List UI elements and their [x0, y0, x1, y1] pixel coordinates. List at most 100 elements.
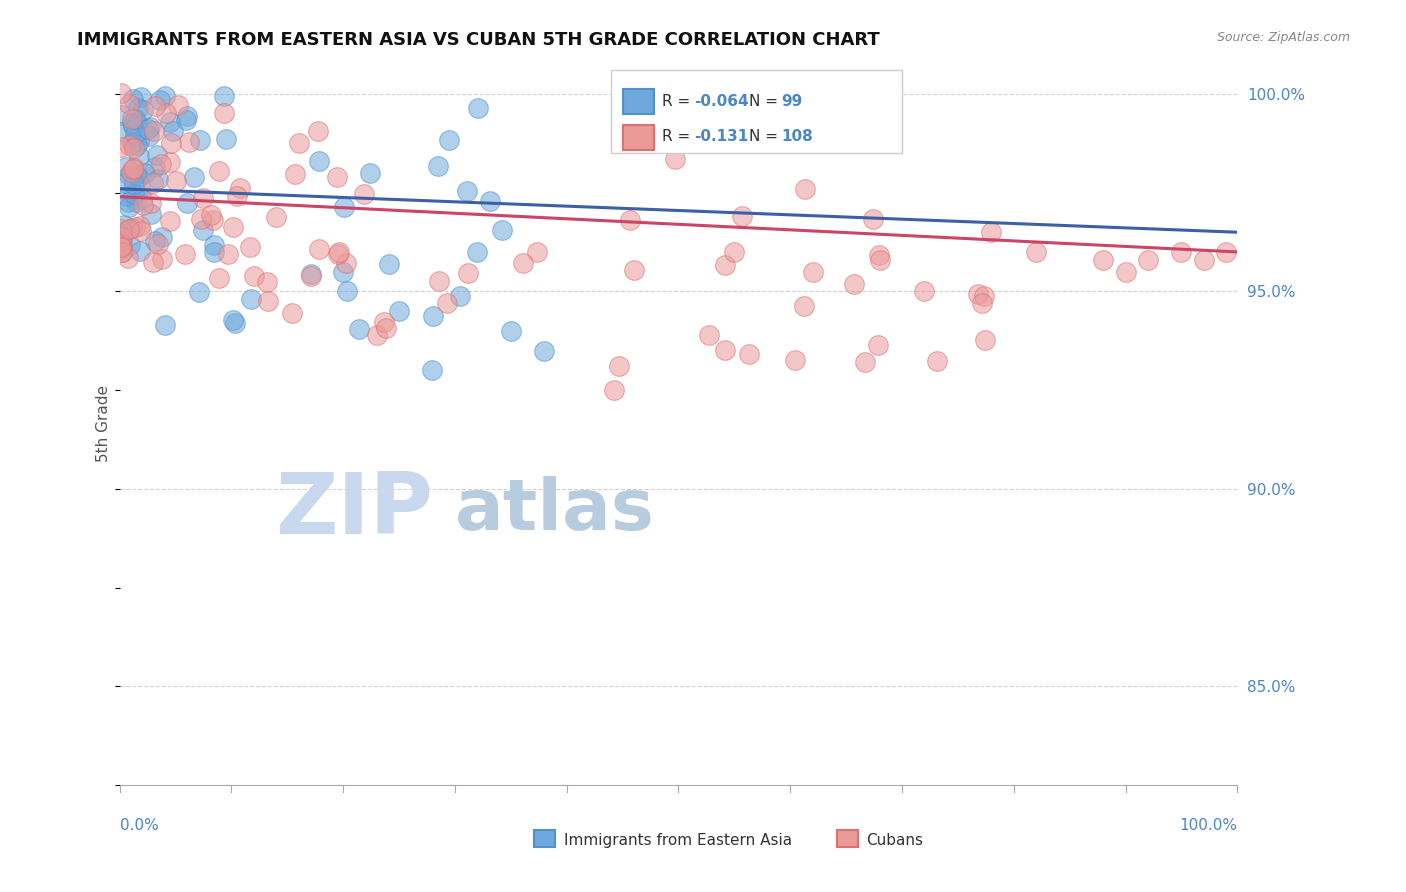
- Point: [129, 244, 152, 258]
- Point: [200, 208, 222, 222]
- Point: [927, 354, 949, 368]
- Text: -0.064: -0.064: [695, 94, 749, 109]
- Point: [117, 252, 139, 266]
- Point: [307, 123, 329, 137]
- Point: [150, 230, 173, 244]
- Point: [973, 289, 995, 303]
- Point: [121, 119, 143, 133]
- Point: [326, 247, 349, 261]
- Point: [117, 138, 139, 153]
- Point: [121, 136, 143, 150]
- Point: [226, 188, 249, 202]
- Point: [1092, 252, 1115, 267]
- Point: [128, 219, 150, 233]
- Point: [115, 224, 138, 238]
- Point: [427, 274, 450, 288]
- Point: [467, 101, 489, 115]
- Point: [159, 155, 181, 169]
- Point: [974, 333, 997, 347]
- Point: [176, 109, 198, 123]
- Point: [373, 315, 395, 329]
- Point: [422, 363, 444, 377]
- Point: [143, 99, 166, 113]
- Point: [162, 123, 184, 137]
- Point: [160, 136, 183, 150]
- Point: [603, 383, 626, 397]
- Point: [145, 160, 167, 174]
- Point: [143, 234, 166, 248]
- Point: [801, 265, 824, 279]
- Point: [1215, 244, 1237, 259]
- Point: [128, 135, 150, 149]
- Point: [127, 101, 149, 115]
- Point: [110, 221, 132, 235]
- Point: [326, 169, 349, 184]
- Point: [142, 124, 165, 138]
- Point: [465, 244, 488, 259]
- Point: [127, 116, 149, 130]
- Text: Cubans: Cubans: [866, 833, 924, 847]
- Point: [121, 116, 143, 130]
- Point: [714, 258, 737, 272]
- Point: [120, 165, 142, 179]
- Point: [374, 321, 396, 335]
- Point: [142, 255, 165, 269]
- Point: [714, 343, 737, 357]
- Point: [142, 176, 165, 190]
- Point: [129, 90, 152, 104]
- Point: [136, 121, 159, 136]
- Point: [208, 163, 231, 178]
- Point: [117, 194, 139, 209]
- Point: [1192, 252, 1215, 267]
- Point: [288, 136, 311, 150]
- Point: [842, 277, 865, 291]
- Point: [125, 168, 148, 182]
- Point: [1170, 244, 1192, 259]
- Point: [146, 237, 169, 252]
- Point: [332, 200, 354, 214]
- Point: [131, 223, 153, 237]
- Point: [868, 338, 890, 352]
- Point: [115, 161, 138, 175]
- Point: [128, 149, 150, 163]
- Point: [264, 210, 287, 224]
- Point: [118, 221, 141, 235]
- Point: [623, 263, 645, 277]
- Point: [159, 214, 181, 228]
- Point: [308, 242, 330, 256]
- Point: [284, 167, 307, 181]
- Point: [664, 153, 686, 167]
- Text: -0.131: -0.131: [695, 128, 748, 144]
- Point: [110, 125, 132, 139]
- Point: [190, 212, 212, 227]
- Point: [239, 240, 262, 254]
- Text: Immigrants from Eastern Asia: Immigrants from Eastern Asia: [564, 833, 792, 847]
- Point: [118, 96, 141, 111]
- Point: [110, 86, 132, 100]
- Point: [731, 209, 754, 223]
- Point: [794, 181, 817, 195]
- Text: IMMIGRANTS FROM EASTERN ASIA VS CUBAN 5TH GRADE CORRELATION CHART: IMMIGRANTS FROM EASTERN ASIA VS CUBAN 5T…: [77, 31, 880, 49]
- Point: [202, 245, 225, 260]
- Point: [257, 294, 280, 309]
- Point: [125, 194, 148, 209]
- Point: [124, 161, 146, 176]
- Point: [607, 359, 630, 373]
- Point: [118, 238, 141, 252]
- Point: [159, 115, 181, 129]
- Point: [190, 132, 212, 146]
- Point: [793, 299, 815, 313]
- Point: [208, 271, 231, 285]
- Point: [110, 238, 132, 252]
- Point: [299, 267, 322, 281]
- Text: atlas: atlas: [454, 476, 655, 545]
- Point: [124, 187, 146, 202]
- Point: [619, 213, 641, 227]
- Point: [110, 239, 132, 253]
- Point: [229, 181, 252, 195]
- Text: ZIP: ZIP: [274, 469, 433, 552]
- Point: [166, 98, 188, 112]
- Point: [221, 220, 243, 235]
- Point: [308, 153, 330, 168]
- Point: [1115, 265, 1137, 279]
